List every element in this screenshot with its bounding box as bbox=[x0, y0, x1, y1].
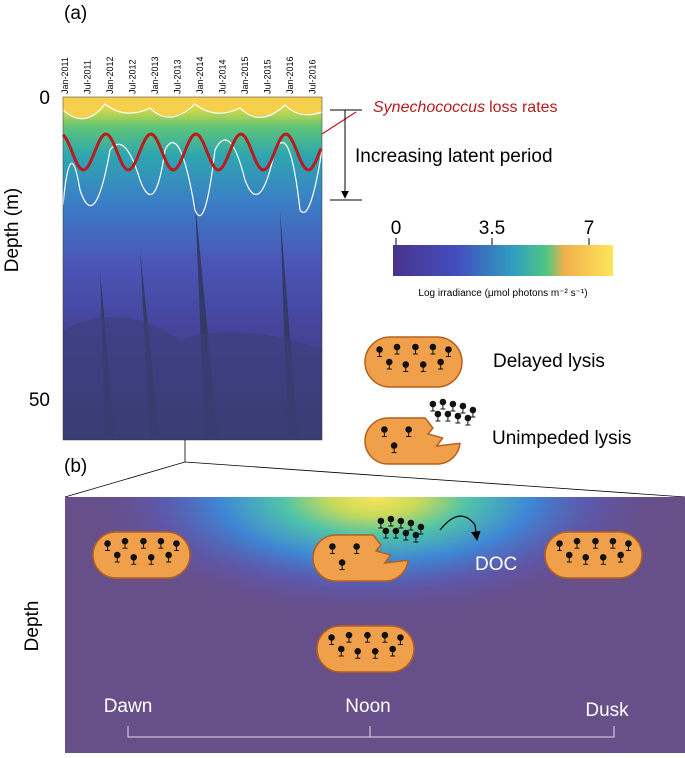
tick-label: 50 bbox=[29, 390, 50, 411]
time-label: Noon bbox=[345, 696, 390, 717]
tick-label: 0 bbox=[39, 88, 50, 109]
lysed-cell bbox=[312, 534, 409, 582]
legend-label: Unimpeded lysis bbox=[492, 428, 631, 449]
irradiance-heatmap bbox=[63, 97, 322, 440]
panel-label: (a) bbox=[64, 3, 87, 24]
axis-label: Depth (m) bbox=[2, 188, 23, 272]
cells bbox=[92, 336, 643, 673]
date-labels: Jan-2011 Jul-2011 Jan-2012 Jul-2012 Jan-2013… bbox=[60, 56, 318, 94]
date-label: Jul-2016 bbox=[308, 59, 318, 94]
date-label: Jul-2014 bbox=[218, 59, 228, 94]
colorbar-label: Log irradiance (μmol photons m⁻² s⁻¹) bbox=[418, 288, 587, 299]
cell bbox=[316, 625, 415, 673]
colorbar-tick: 7 bbox=[584, 218, 595, 239]
date-label: Jan-2016 bbox=[285, 56, 295, 94]
colorbar-tick: 0 bbox=[391, 218, 402, 239]
panel-label: (b) bbox=[64, 456, 87, 477]
lysed-cell bbox=[364, 417, 461, 465]
time-label: Dawn bbox=[104, 696, 153, 717]
colorbar bbox=[393, 245, 613, 276]
cell bbox=[544, 531, 643, 579]
date-label: Jan-2014 bbox=[195, 56, 205, 94]
date-label: Jan-2011 bbox=[60, 57, 70, 94]
axis-label: Depth bbox=[22, 601, 43, 652]
date-label: Jul-2012 bbox=[128, 59, 138, 94]
annotation: DOC bbox=[475, 554, 517, 575]
cell bbox=[364, 336, 463, 388]
date-label: Jan-2012 bbox=[105, 56, 115, 94]
time-label: Dusk bbox=[585, 700, 629, 721]
date-label: Jan-2015 bbox=[240, 56, 250, 94]
annotation: Increasing latent period bbox=[355, 146, 553, 167]
pointer bbox=[321, 111, 357, 135]
legend-label: Delayed lysis bbox=[493, 351, 605, 372]
cell bbox=[92, 531, 191, 579]
date-label: Jan-2013 bbox=[150, 56, 160, 94]
loss-rate-wave bbox=[61, 132, 323, 172]
date-label: Jul-2015 bbox=[263, 59, 273, 94]
date-label: Jul-2013 bbox=[173, 59, 183, 94]
annotation: Synechococcus loss rates bbox=[373, 99, 558, 116]
colorbar-tick: 3.5 bbox=[479, 218, 505, 239]
date-label: Jul-2011 bbox=[83, 60, 93, 94]
